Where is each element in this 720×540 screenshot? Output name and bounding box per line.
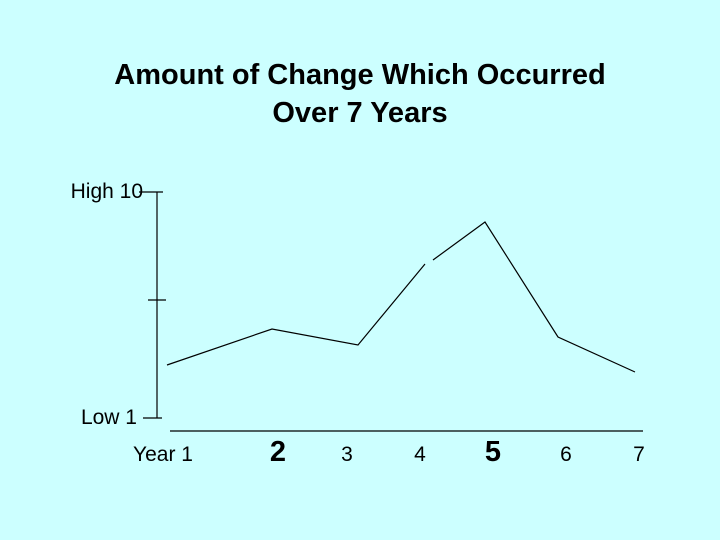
x-axis-label: 2 [269, 436, 287, 468]
x-axis-label: 7 [633, 443, 645, 466]
title-line-1: Amount of Change Which Occurred [114, 59, 606, 91]
data-line-segment [166, 263, 426, 366]
title-line-2: Over 7 Years [272, 97, 448, 129]
x-axis-label: 5 [484, 436, 502, 468]
y-axis-low-label: Low 1 [80, 406, 137, 429]
x-axis-label: 4 [414, 443, 426, 466]
slide-title: Amount of Change Which Occurred Over 7 Y… [0, 56, 720, 132]
x-axis-label: Year 1 [133, 443, 193, 466]
data-line-segment [432, 221, 636, 373]
x-axis-label: 3 [341, 443, 353, 466]
x-axis-label: 6 [560, 443, 572, 466]
y-axis-high-label: High 10 [70, 180, 143, 203]
